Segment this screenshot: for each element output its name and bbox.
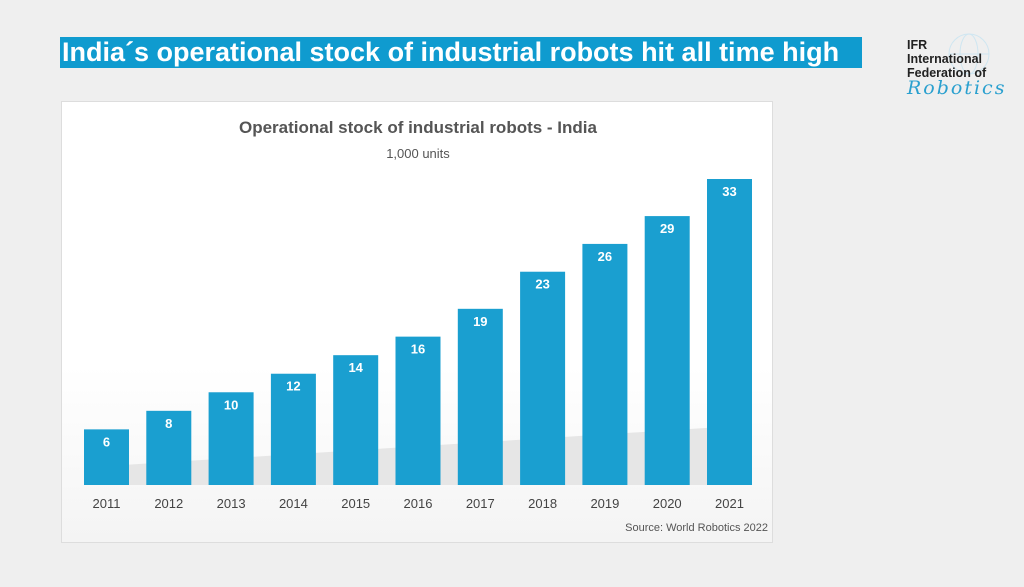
x-tick-label: 2021 xyxy=(715,496,744,511)
bar-2018 xyxy=(520,271,566,485)
x-tick-label: 2013 xyxy=(217,496,246,511)
data-label: 14 xyxy=(348,360,363,375)
bar-2021 xyxy=(707,179,752,485)
logo-line-4: Robotics xyxy=(907,77,1007,99)
chart-title: Operational stock of industrial robots -… xyxy=(239,118,598,137)
data-label: 19 xyxy=(473,314,487,329)
bar-2011 xyxy=(84,429,129,485)
logo-line-3: Federation of xyxy=(907,66,987,80)
ifr-logo: IFR International Federation of Robotics xyxy=(907,33,1007,99)
data-label: 6 xyxy=(103,434,110,449)
x-tick-label: 2019 xyxy=(590,496,619,511)
bar-2020 xyxy=(644,216,690,485)
bar-2012 xyxy=(146,410,192,485)
globe-icon xyxy=(948,33,990,75)
x-tick-label: 2018 xyxy=(528,496,557,511)
bar-2019 xyxy=(582,243,628,485)
bar-2017 xyxy=(457,308,503,485)
page-title-banner: India´s operational stock of industrial … xyxy=(60,37,862,68)
data-label: 10 xyxy=(224,397,238,412)
x-tick-label: 2014 xyxy=(279,496,308,511)
bar-2014 xyxy=(270,373,316,485)
data-label: 8 xyxy=(165,416,172,431)
logo-line-2: International xyxy=(907,52,983,66)
data-label: 26 xyxy=(598,249,612,264)
bar-2016 xyxy=(395,336,441,485)
data-label: 33 xyxy=(722,184,736,199)
data-label: 16 xyxy=(411,342,425,357)
data-label: 23 xyxy=(535,277,549,292)
data-label: 29 xyxy=(660,221,674,236)
x-tick-label: 2012 xyxy=(154,496,183,511)
x-tick-label: 2017 xyxy=(466,496,495,511)
chart-source: Source: World Robotics 2022 xyxy=(625,522,768,534)
logo-line-1: IFR xyxy=(907,38,928,52)
bar-2015 xyxy=(333,355,379,485)
bar-chart: Operational stock of industrial robots -… xyxy=(84,118,768,534)
x-tick-label: 2016 xyxy=(404,496,433,511)
x-tick-label: 2015 xyxy=(341,496,370,511)
x-tick-label: 2011 xyxy=(93,496,121,511)
data-label: 12 xyxy=(286,379,300,394)
bar-2013 xyxy=(208,392,254,485)
x-tick-label: 2020 xyxy=(653,496,682,511)
chart-subtitle: 1,000 units xyxy=(386,146,450,161)
chart-card: Operational stock of industrial robots -… xyxy=(61,101,773,543)
